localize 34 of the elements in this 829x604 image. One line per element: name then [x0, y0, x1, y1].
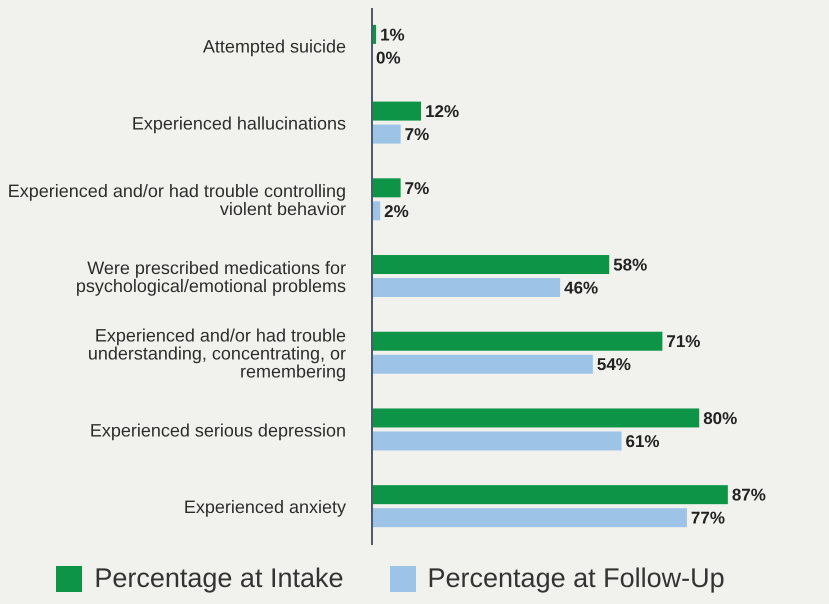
- bar: [372, 485, 728, 504]
- data-label: 1%: [380, 25, 405, 44]
- y-tick-label: Experienced and/or had trouble understanding, concentrating, or remembering: [88, 326, 346, 382]
- y-tick-label: Experienced hallucinations: [132, 113, 346, 134]
- bar: [372, 278, 560, 298]
- bar: [372, 354, 593, 374]
- data-label: 7%: [404, 125, 430, 144]
- data-label: 7%: [404, 178, 430, 198]
- bar: [372, 508, 687, 528]
- bar: [372, 431, 622, 450]
- legend-label: Percentage at Intake: [94, 563, 344, 594]
- bar: [372, 124, 401, 144]
- data-label: 80%: [703, 408, 738, 428]
- bar: [372, 332, 662, 351]
- data-label: 46%: [564, 278, 598, 298]
- y-tick-label: Experienced serious depression: [90, 420, 346, 440]
- data-label: 2%: [384, 202, 409, 221]
- data-label: 77%: [690, 508, 725, 528]
- bar: [372, 408, 700, 428]
- bar: [372, 255, 610, 274]
- legend-label: Percentage at Follow-Up: [428, 563, 725, 594]
- data-label: 87%: [732, 486, 766, 505]
- data-label: 71%: [666, 332, 700, 352]
- y-tick-label: Experienced and/or had trouble controlling violent behavior: [8, 181, 346, 220]
- data-label: 12%: [425, 102, 460, 122]
- y-tick-label: Experienced anxiety: [184, 497, 346, 518]
- data-label: 0%: [376, 48, 401, 68]
- bar: [372, 102, 422, 121]
- data-label: 58%: [613, 255, 648, 274]
- data-label: 61%: [625, 432, 660, 451]
- data-label: 54%: [596, 355, 631, 374]
- bar: [372, 178, 401, 198]
- y-tick-label: Attempted suicide: [202, 36, 346, 57]
- y-tick-label: Were prescribed medications for psychological/emotional problems: [76, 258, 346, 296]
